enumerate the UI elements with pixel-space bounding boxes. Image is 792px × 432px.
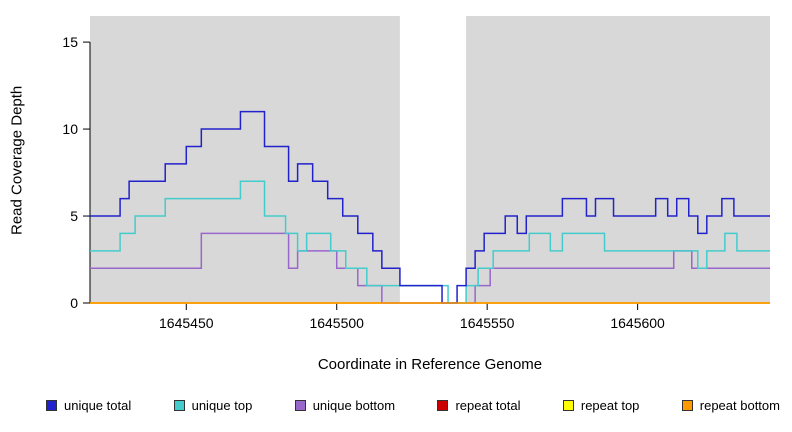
legend-item-unique-top: unique top: [173, 398, 253, 413]
x-axis-label: Coordinate in Reference Genome: [317, 356, 543, 373]
x-tick-label: 1645550: [460, 315, 515, 331]
legend-item-repeat-total: repeat total: [437, 398, 521, 413]
x-tick-label: 1645600: [610, 315, 665, 331]
legend-label: unique bottom: [312, 398, 396, 413]
legend-item-repeat-bottom: repeat bottom: [681, 398, 780, 413]
legend-item-unique-total: unique total: [46, 398, 131, 413]
x-tick-label: 1645450: [159, 315, 214, 331]
legend-swatch-repeat-top: [562, 400, 574, 411]
legend-swatch-unique-bottom: [294, 400, 306, 411]
coverage-gap-band: [399, 16, 467, 303]
y-tick-label: 5: [70, 208, 78, 224]
legend-swatch-repeat-total: [437, 400, 449, 411]
y-axis-label: Read Coverage Depth: [8, 85, 26, 235]
legend-label: unique total: [64, 398, 132, 413]
y-tick-label: 10: [62, 121, 78, 137]
legend: unique total unique top unique bottom repea…: [46, 398, 780, 413]
y-tick-label: 0: [70, 295, 78, 311]
legend-swatch-unique-total: [46, 400, 57, 411]
legend-swatch-unique-top: [173, 400, 185, 411]
legend-swatch-repeat-bottom: [681, 400, 693, 411]
legend-label: repeat bottom: [699, 398, 780, 413]
coverage-plot: 1645450 1645500 1645550 1645600 0 5 10 15: [62, 16, 770, 331]
legend-label: unique top: [191, 398, 253, 413]
legend-item-repeat-top: repeat top: [562, 398, 640, 413]
legend-label: repeat total: [455, 398, 521, 413]
x-tick-label: 1645500: [309, 315, 364, 331]
plot-canvas: 1645450 1645500 1645550 1645600 0 5 10 15: [62, 16, 770, 331]
legend-label: repeat top: [580, 398, 640, 413]
series-line-unique-top: [90, 180, 770, 304]
y-tick-label: 15: [62, 34, 78, 50]
series-line-unique-total: [90, 110, 770, 304]
legend-item-unique-bottom: unique bottom: [294, 398, 396, 413]
